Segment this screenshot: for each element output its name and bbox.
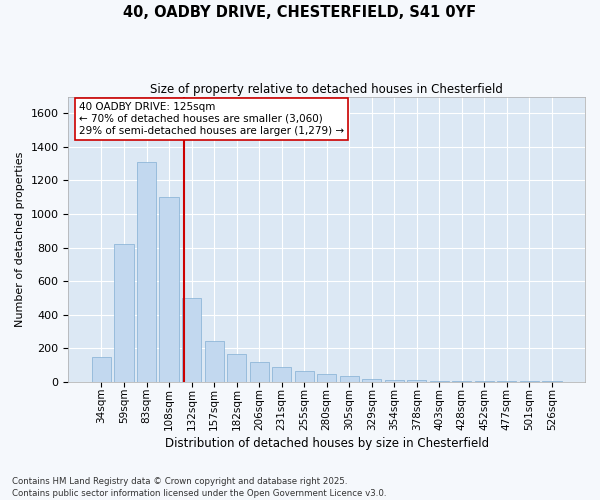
Bar <box>295 371 314 382</box>
Bar <box>317 374 336 382</box>
Bar <box>272 366 291 382</box>
Bar <box>385 380 404 382</box>
Bar <box>362 379 382 382</box>
Bar <box>182 298 201 382</box>
Title: Size of property relative to detached houses in Chesterfield: Size of property relative to detached ho… <box>150 82 503 96</box>
Bar <box>137 162 156 382</box>
Bar <box>340 376 359 382</box>
Y-axis label: Number of detached properties: Number of detached properties <box>15 152 25 327</box>
Text: Contains HM Land Registry data © Crown copyright and database right 2025.
Contai: Contains HM Land Registry data © Crown c… <box>12 476 386 498</box>
Bar <box>227 354 246 382</box>
Text: 40 OADBY DRIVE: 125sqm
← 70% of detached houses are smaller (3,060)
29% of semi-: 40 OADBY DRIVE: 125sqm ← 70% of detached… <box>79 102 344 136</box>
Bar <box>452 381 472 382</box>
Bar <box>92 356 111 382</box>
X-axis label: Distribution of detached houses by size in Chesterfield: Distribution of detached houses by size … <box>164 437 489 450</box>
Bar <box>115 244 134 382</box>
Bar <box>497 381 517 382</box>
Bar <box>407 380 427 382</box>
Bar <box>205 342 224 382</box>
Text: 40, OADBY DRIVE, CHESTERFIELD, S41 0YF: 40, OADBY DRIVE, CHESTERFIELD, S41 0YF <box>124 5 476 20</box>
Bar <box>250 362 269 382</box>
Bar <box>475 381 494 382</box>
Bar <box>430 380 449 382</box>
Bar <box>160 198 179 382</box>
